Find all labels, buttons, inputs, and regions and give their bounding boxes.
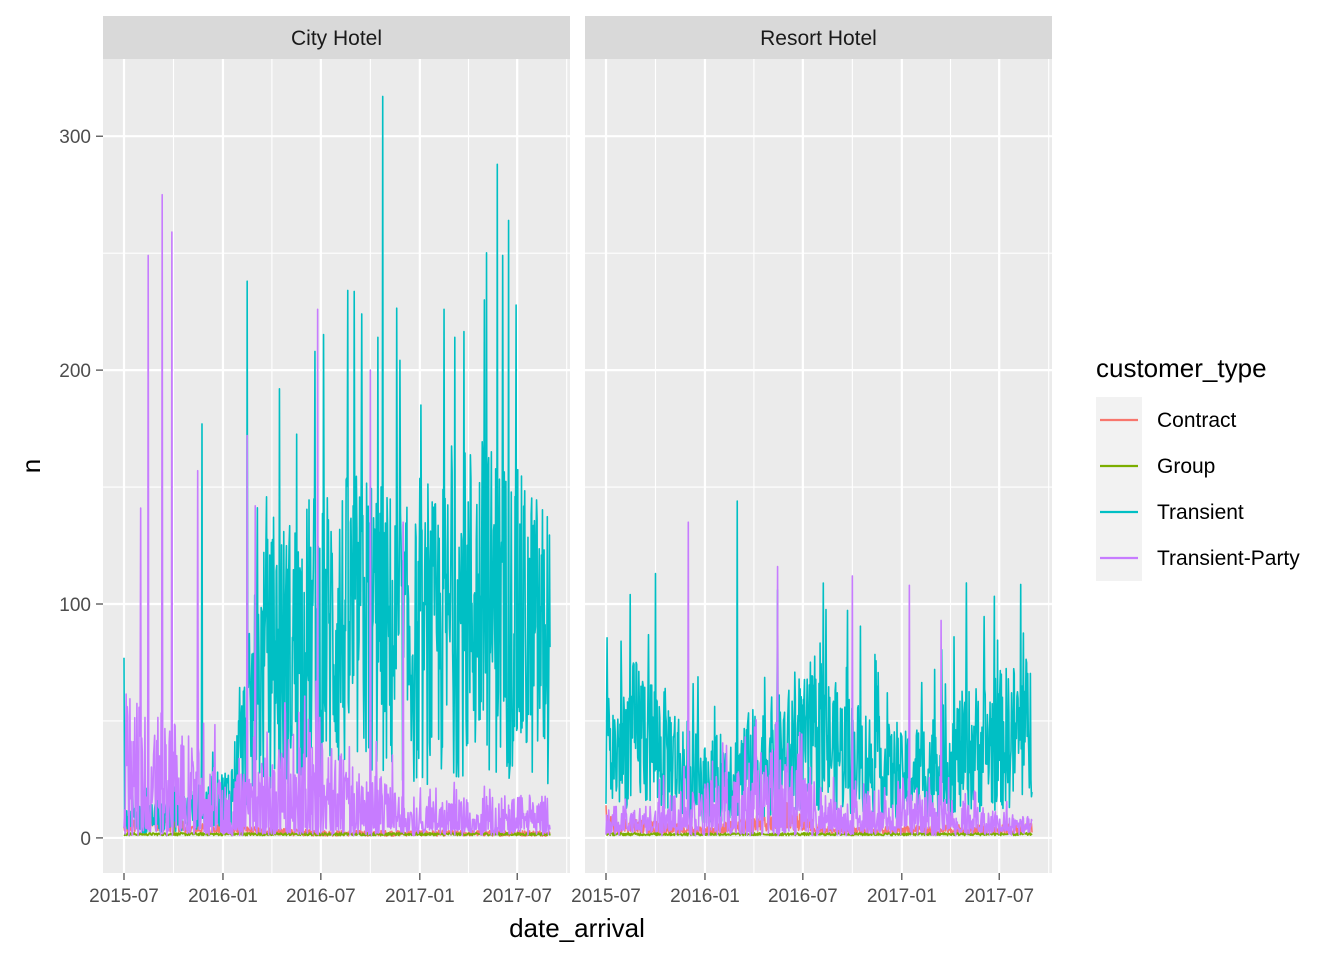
x-tick-label: 2015-07	[571, 886, 641, 907]
legend-label-transient: Transient	[1157, 501, 1244, 524]
legend-label-group: Group	[1157, 455, 1215, 478]
series-line-group	[605, 825, 1033, 837]
x-axis-city-hotel: 2015-07 2016-01 2016-07 2017-01 2017-07	[89, 873, 552, 907]
y-axis-title: n	[16, 459, 46, 473]
gridlines-city-hotel	[103, 59, 570, 873]
x-axis-title: date_arrival	[509, 913, 645, 943]
series-line-transient-party	[605, 521, 1033, 837]
y-tick-label: 0	[80, 829, 91, 850]
x-tick-label: 2017-01	[867, 886, 937, 907]
legend: customer_type Contract Group Transient Tran…	[1096, 353, 1300, 581]
series-lines-resort-hotel	[605, 500, 1033, 837]
facet-label-resort-hotel: Resort Hotel	[760, 27, 877, 50]
facet-panel-resort-hotel: Resort Hotel	[585, 16, 1052, 873]
facet-label-city-hotel: City Hotel	[291, 27, 382, 50]
y-tick-label: 200	[59, 361, 91, 382]
legend-keys: Contract Group Transient Transient-Party	[1096, 397, 1300, 581]
x-tick-label: 2017-07	[482, 886, 552, 907]
x-tick-label: 2016-01	[670, 886, 740, 907]
facet-strip-city-hotel	[103, 16, 570, 59]
series-line-group	[123, 820, 551, 837]
x-tick-label: 2016-01	[188, 886, 258, 907]
series-line-transient-party	[123, 193, 551, 837]
series-lines-city-hotel	[123, 95, 551, 837]
legend-title: customer_type	[1096, 353, 1267, 383]
y-tick-label: 100	[59, 595, 91, 616]
x-axis-resort-hotel: 2015-07 2016-01 2016-07 2017-01 2017-07	[571, 873, 1034, 907]
y-axis: 0 100 200 300	[59, 127, 103, 850]
x-tick-label: 2017-07	[964, 886, 1034, 907]
legend-label-contract: Contract	[1157, 409, 1237, 432]
x-tick-label: 2017-01	[385, 886, 455, 907]
x-tick-label: 2016-07	[768, 886, 838, 907]
series-line-transient	[605, 500, 1033, 824]
x-tick-label: 2015-07	[89, 886, 159, 907]
facet-panel-city-hotel: City Hotel	[103, 16, 570, 873]
x-tick-label: 2016-07	[286, 886, 356, 907]
y-tick-label: 300	[59, 127, 91, 148]
facet-strip-resort-hotel	[585, 16, 1052, 59]
legend-label-transient-party: Transient-Party	[1157, 547, 1300, 570]
